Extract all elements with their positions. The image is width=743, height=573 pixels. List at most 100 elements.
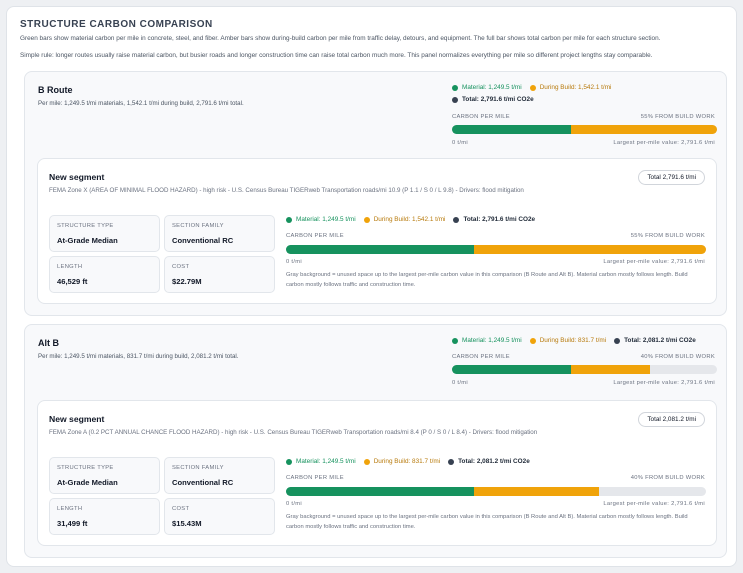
build-dot-icon (363, 458, 370, 465)
structure-type-card: STRUCTURE TYPE At-Grade Median (49, 215, 160, 252)
section-family-value: Conventional RC (172, 478, 234, 487)
segment-card: New segment Total 2,081.2 t/mi FEMA Zone… (37, 400, 717, 546)
legend-total: Total: 2,791.6 t/mi CO2e (462, 96, 534, 103)
bar-material-segment (452, 125, 571, 134)
segment-card: New segment Total 2,791.6 t/mi FEMA Zone… (37, 158, 717, 304)
route-summary: Per mile: 1,249.5 t/mi materials, 831.7 … (38, 353, 239, 360)
bar-label: CARBON PER MILE (286, 475, 344, 481)
structure-type-label: STRUCTURE TYPE (57, 465, 114, 471)
legend-material: Material: 1,249.5 t/mi (462, 337, 522, 344)
route-legend-total: Total: 2,791.6 t/mi CO2e (452, 96, 542, 103)
carbon-bar (286, 487, 706, 496)
legend-build: During Build: 831.7 t/mi (539, 337, 607, 344)
cost-value: $22.79M (172, 277, 202, 286)
bar-note: Gray background = unused space up to the… (286, 514, 688, 530)
total-pill: Total 2,081.2 t/mi (638, 412, 705, 427)
cost-label: COST (172, 264, 190, 270)
carbon-bar (452, 125, 717, 134)
bar-build-share: 55% FROM BUILD WORK (640, 114, 715, 120)
legend-total: Total: 2,081.2 t/mi CO2e (458, 458, 530, 465)
legend-total: Total: 2,081.2 t/mi CO2e (624, 337, 696, 344)
route-legend: Material: 1,249.5 t/mi During Build: 831… (452, 337, 696, 344)
material-dot-icon (286, 458, 292, 465)
length-value: 31,499 ft (57, 519, 88, 528)
total-dot-icon (614, 337, 621, 344)
legend-material: Material: 1,249.5 t/mi (462, 84, 522, 91)
structure-type-card: STRUCTURE TYPE At-Grade Median (49, 457, 160, 494)
route-card-alt-b: Alt B Per mile: 1,249.5 t/mi materials, … (24, 324, 727, 558)
route-name: B Route (38, 85, 73, 95)
intro-text-2: Simple rule: longer routes usually raise… (20, 52, 653, 59)
structure-type-value: At-Grade Median (57, 478, 118, 487)
length-card: LENGTH 46,529 ft (49, 256, 160, 293)
bar-material-segment (286, 487, 474, 496)
route-summary: Per mile: 1,249.5 t/mi materials, 1,542.… (38, 100, 244, 107)
carbon-bar (286, 245, 706, 254)
material-dot-icon (452, 337, 458, 344)
bar-max-label: Largest per-mile value: 2,791.6 t/mi (613, 380, 715, 386)
bar-max-label: Largest per-mile value: 2,791.6 t/mi (613, 140, 715, 146)
cost-card: COST $22.79M (164, 256, 275, 293)
segment-legend: Material: 1,249.5 t/mi During Build: 831… (286, 458, 538, 465)
section-family-card: SECTION FAMILY Conventional RC (164, 457, 275, 494)
section-family-label: SECTION FAMILY (172, 465, 224, 471)
bar-label: CARBON PER MILE (452, 114, 510, 120)
length-label: LENGTH (57, 264, 83, 270)
bar-label: CARBON PER MILE (286, 233, 344, 239)
segment-title: New segment (49, 172, 105, 182)
total-dot-icon (448, 458, 455, 465)
section-family-card: SECTION FAMILY Conventional RC (164, 215, 275, 252)
cost-value: $15.43M (172, 519, 202, 528)
bar-label: CARBON PER MILE (452, 354, 510, 360)
bar-build-share: 55% FROM BUILD WORK (630, 233, 705, 239)
structure-type-label: STRUCTURE TYPE (57, 223, 114, 229)
total-pill: Total 2,791.6 t/mi (638, 170, 705, 185)
bar-material-segment (452, 365, 571, 374)
segment-legend: Material: 1,249.5 t/mi During Build: 1,5… (286, 216, 543, 223)
legend-build: During Build: 831.7 t/mi (373, 458, 441, 465)
material-dot-icon (286, 216, 292, 223)
legend-build: During Build: 1,542.1 t/mi (373, 216, 446, 223)
route-legend: Material: 1,249.5 t/mi During Build: 1,5… (452, 84, 619, 91)
cost-card: COST $15.43M (164, 498, 275, 535)
bar-min-label: 0 t/mi (452, 380, 468, 386)
bar-build-segment (570, 125, 717, 134)
cost-label: COST (172, 506, 190, 512)
comparison-panel: STRUCTURE CARBON COMPARISON Green bars s… (6, 6, 737, 567)
segment-title: New segment (49, 414, 105, 424)
bar-build-share: 40% FROM BUILD WORK (640, 354, 715, 360)
segment-description: FEMA Zone X (AREA OF MINIMAL FLOOD HAZAR… (49, 187, 524, 194)
bar-max-label: Largest per-mile value: 2,791.6 t/mi (603, 501, 705, 507)
material-dot-icon (452, 84, 458, 91)
bar-build-share: 40% FROM BUILD WORK (630, 475, 705, 481)
bar-note: Gray background = unused space up to the… (286, 272, 688, 288)
build-dot-icon (529, 337, 536, 344)
route-name: Alt B (38, 338, 59, 348)
length-value: 46,529 ft (57, 277, 88, 286)
legend-total: Total: 2,791.6 t/mi CO2e (463, 216, 536, 223)
structure-type-value: At-Grade Median (57, 236, 118, 245)
legend-material: Material: 1,249.5 t/mi (296, 216, 356, 223)
bar-max-label: Largest per-mile value: 2,791.6 t/mi (603, 259, 705, 265)
route-card-b-route: B Route Per mile: 1,249.5 t/mi materials… (24, 71, 727, 316)
build-dot-icon (363, 216, 370, 223)
carbon-bar (452, 365, 717, 374)
build-dot-icon (529, 84, 536, 91)
page-title: STRUCTURE CARBON COMPARISON (20, 19, 213, 30)
bar-build-segment (473, 245, 706, 254)
legend-build: During Build: 1,542.1 t/mi (539, 84, 612, 91)
bar-build-segment (570, 365, 650, 374)
bar-min-label: 0 t/mi (286, 259, 302, 265)
legend-material: Material: 1,249.5 t/mi (296, 458, 356, 465)
bar-material-segment (286, 245, 474, 254)
intro-text-1: Green bars show material carbon per mile… (20, 35, 661, 42)
bar-min-label: 0 t/mi (286, 501, 302, 507)
length-label: LENGTH (57, 506, 83, 512)
section-family-value: Conventional RC (172, 236, 234, 245)
section-family-label: SECTION FAMILY (172, 223, 224, 229)
length-card: LENGTH 31,499 ft (49, 498, 160, 535)
total-dot-icon (452, 96, 458, 103)
segment-description: FEMA Zone A (0.2 PCT ANNUAL CHANCE FLOOD… (49, 429, 538, 436)
bar-build-segment (473, 487, 600, 496)
bar-min-label: 0 t/mi (452, 140, 468, 146)
